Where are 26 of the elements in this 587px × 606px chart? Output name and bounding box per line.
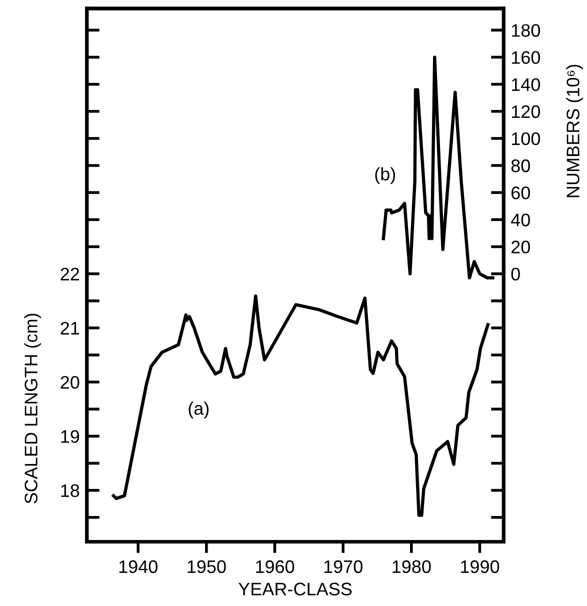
x-axis-title: YEAR-CLASS [238,582,352,596]
x-tick-label: 1940 [119,560,158,574]
y-tick-label: 21 [60,322,80,334]
y2-tick-label: 0 [511,268,520,280]
y2-tick-label: 60 [512,186,530,200]
x-tick-label: 1990 [461,560,500,574]
y2-tick-label: 180 [512,24,540,37]
x-tick-label: 1950 [188,560,226,574]
x-tick-label: 1980 [392,560,431,574]
y-tick-label: 19 [61,430,80,443]
y2-tick-label: 160 [512,51,540,64]
y2-tick-label: 120 [512,105,540,118]
series-label: (a) [188,402,209,418]
y2-axis-title: NUMBERS (10⁶) [566,64,583,198]
y2-tick-label: 20 [512,240,530,254]
y2-tick-label: 100 [512,132,540,146]
y2-tick-label: 40 [511,214,530,226]
x-tick-label: 1970 [324,560,362,574]
y2-tick-label: 80 [511,159,530,172]
y-tick-label: 22 [60,268,80,280]
y2-tick-label: 140 [512,78,540,91]
y-tick-label: 18 [61,484,80,498]
y-tick-label: 20 [60,376,80,389]
y-axis-title: SCALED LENGTH (cm) [24,314,42,504]
series-label: (b) [375,167,396,184]
x-tick-label: 1960 [256,560,294,574]
